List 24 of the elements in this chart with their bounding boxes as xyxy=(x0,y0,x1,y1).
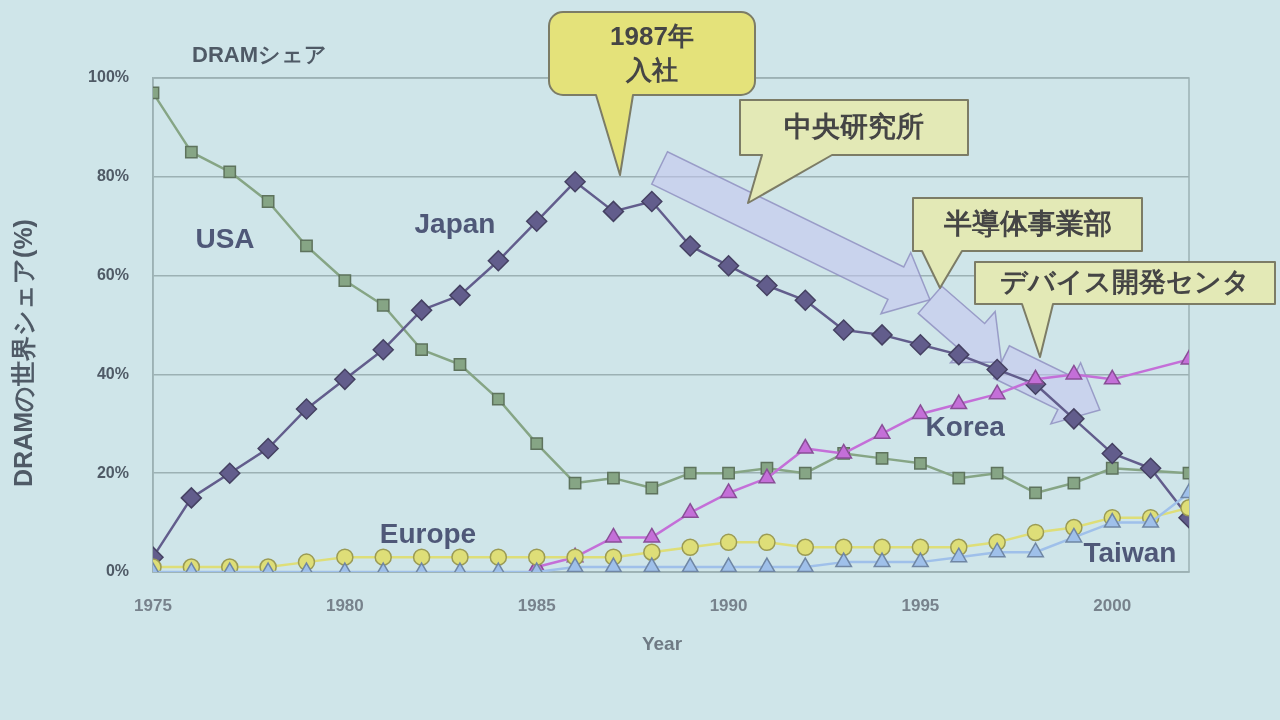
series-label: Korea xyxy=(925,410,1006,442)
annotation: 半導体事業部 xyxy=(943,207,1112,242)
x-tick-label: 2000 xyxy=(1093,595,1132,615)
series-label: USA xyxy=(195,222,255,254)
x-tick-label: 1990 xyxy=(709,595,748,615)
y-tick-label: 100% xyxy=(88,68,129,86)
y-axis-title: DRAMの世界シェア(%) xyxy=(8,219,37,487)
x-axis-title: Year xyxy=(641,633,683,655)
x-tick-label: 1985 xyxy=(517,595,556,615)
series-label: Taiwan xyxy=(1083,536,1177,568)
y-tick-label: 80% xyxy=(96,167,129,185)
x-tick-label: 1980 xyxy=(325,595,364,615)
x-tick-label: 1975 xyxy=(134,595,172,615)
series-label: Europe xyxy=(379,517,477,549)
annotation: 1987年入社 xyxy=(609,19,695,87)
y-tick-label: 20% xyxy=(96,463,129,481)
series-label: Japan xyxy=(414,207,496,239)
y-tick-label: 60% xyxy=(96,266,129,284)
x-tick-label: 1995 xyxy=(901,595,940,615)
y-tick-label: 40% xyxy=(96,364,129,382)
annotation: 中央研究所 xyxy=(784,110,924,145)
annotation: デバイス開発センタ xyxy=(1000,266,1250,300)
chart-title: DRAMシェア xyxy=(192,42,327,68)
y-tick-label: 0% xyxy=(105,562,129,580)
